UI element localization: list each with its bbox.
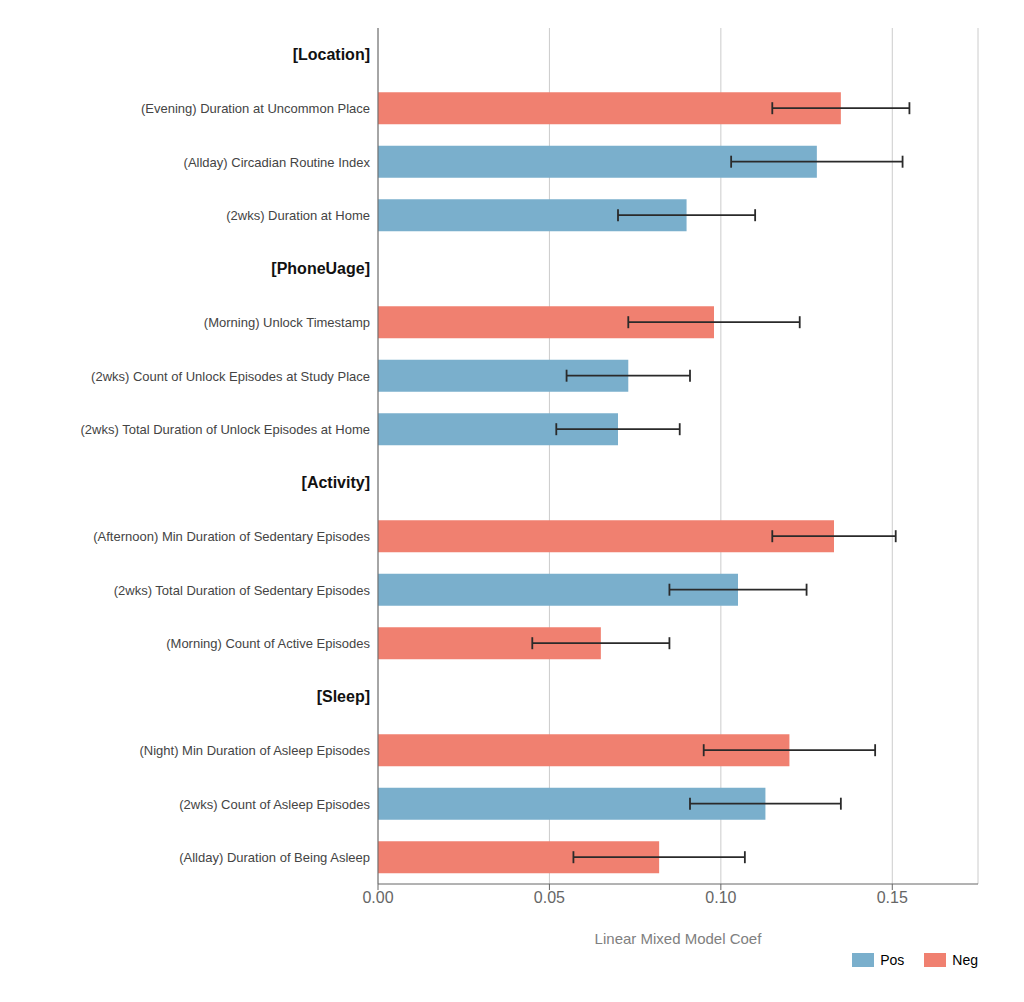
svg-text:[Sleep]: [Sleep] [317,688,370,705]
svg-text:0.05: 0.05 [534,889,565,906]
svg-text:[Activity]: [Activity] [302,474,370,491]
svg-text:(Night) Min Duration of Asleep: (Night) Min Duration of Asleep Episodes [139,743,370,758]
svg-text:(Morning) Count of Active Epis: (Morning) Count of Active Episodes [166,636,370,651]
svg-text:(2wks) Total Duration of Unloc: (2wks) Total Duration of Unlock Episodes… [81,422,371,437]
svg-text:(Evening) Duration at Uncommon: (Evening) Duration at Uncommon Place [141,101,370,116]
svg-text:(Allday) Circadian Routine Ind: (Allday) Circadian Routine Index [184,155,371,170]
svg-text:[Location]: [Location] [293,46,370,63]
svg-text:[PhoneUage]: [PhoneUage] [271,260,370,277]
svg-text:(Morning) Unlock Timestamp: (Morning) Unlock Timestamp [204,315,370,330]
svg-text:(2wks) Total Duration of Seden: (2wks) Total Duration of Sedentary Episo… [114,583,371,598]
svg-text:0.00: 0.00 [362,889,393,906]
svg-text:0.15: 0.15 [877,889,908,906]
svg-text:(Allday) Duration of Being Asl: (Allday) Duration of Being Asleep [179,850,370,865]
html-text:Neg: Neg [952,952,978,968]
html-text:Pos: Pos [880,952,905,968]
svg-text:0.10: 0.10 [705,889,736,906]
svg-text:Linear Mixed Model Coef: Linear Mixed Model Coef [595,930,763,947]
svg-text:(Afternoon) Min Duration of Se: (Afternoon) Min Duration of Sedentary Ep… [93,529,370,544]
svg-text:(2wks) Duration at Home: (2wks) Duration at Home [226,208,370,223]
svg-text:(2wks) Count of Unlock Episode: (2wks) Count of Unlock Episodes at Study… [91,369,370,384]
svg-text:(2wks) Count of Asleep Episode: (2wks) Count of Asleep Episodes [179,797,370,812]
